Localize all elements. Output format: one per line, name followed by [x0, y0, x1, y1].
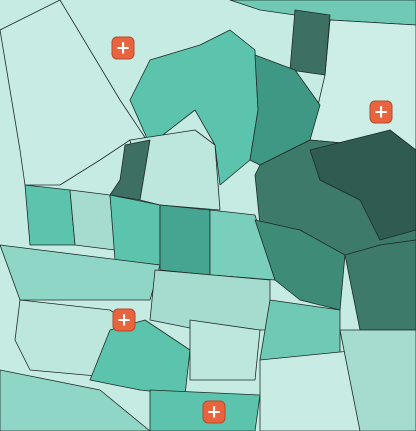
region [159, 204, 211, 276]
markers: + + + + [111, 36, 393, 424]
marker-label: + [206, 402, 221, 423]
marker-label: + [116, 310, 131, 331]
map-marker[interactable]: + [202, 400, 226, 424]
region [0, 0, 151, 186]
marker-button[interactable] [369, 100, 393, 124]
region [109, 194, 161, 266]
region [309, 129, 416, 241]
region [289, 9, 331, 76]
region [0, 244, 161, 301]
region [189, 319, 261, 381]
marker-label: + [115, 38, 130, 59]
region [344, 239, 416, 331]
map-marker[interactable]: + [369, 100, 393, 124]
region [24, 184, 76, 246]
region [339, 329, 416, 431]
region [149, 269, 271, 331]
region [69, 189, 116, 251]
marker-button[interactable] [112, 308, 136, 332]
marker-button[interactable] [111, 36, 135, 60]
marker-button[interactable] [202, 400, 226, 424]
region [0, 369, 151, 431]
map-marker[interactable]: + [111, 36, 135, 60]
region [109, 139, 151, 201]
map-marker[interactable]: + [112, 308, 136, 332]
marker-label: + [373, 102, 388, 123]
region [259, 349, 361, 431]
